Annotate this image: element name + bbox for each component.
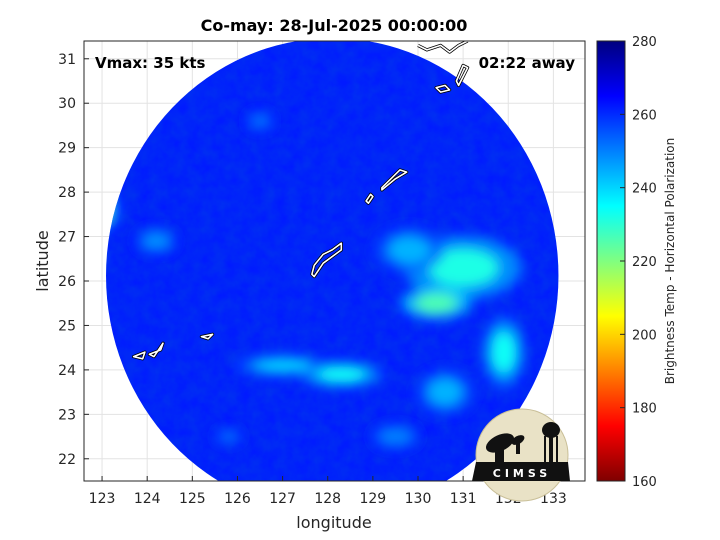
- cloud-feature: [427, 377, 464, 407]
- coastline-miyako: [200, 333, 214, 340]
- y-tick-label: 30: [58, 96, 76, 112]
- colorbar: 160 180 200 220 240 260 280 Brightness Temp - …: [596, 35, 677, 490]
- y-tick-label: 26: [58, 274, 76, 290]
- cloud-feature: [249, 113, 271, 129]
- cloud-feature: [141, 232, 171, 250]
- x-tick-label: 123: [89, 491, 116, 507]
- cloud-feature: [377, 427, 414, 446]
- colorbar-tick-label: 180: [632, 402, 657, 417]
- coastline-ishigaki: [148, 342, 164, 358]
- x-tick-label: 128: [314, 491, 341, 507]
- y-tick-label: 23: [58, 407, 76, 423]
- cloud-feature: [491, 330, 517, 374]
- cloud-feature: [427, 248, 500, 288]
- coastline-iriomote: [132, 351, 146, 360]
- x-tick-label: 127: [269, 491, 296, 507]
- y-tick-label: 22: [58, 452, 76, 468]
- coastline-yakushima: [435, 84, 451, 93]
- colorbar-tick-label: 200: [632, 328, 657, 343]
- cloud-feature: [315, 366, 367, 383]
- y-axis-label: latitude: [33, 230, 52, 291]
- time-away-label: 02:22 away: [479, 54, 576, 72]
- chart-title: Co-may: 28-Jul-2025 00:00:00: [201, 16, 468, 35]
- colorbar-tick-label: 260: [632, 108, 657, 123]
- water-tower-icon: [542, 422, 560, 463]
- x-axis-label: longitude: [296, 513, 371, 532]
- colorbar-tick-label: 240: [632, 182, 657, 197]
- x-tick-label: 133: [540, 491, 567, 507]
- cloud-feature: [414, 293, 458, 314]
- y-tick-label: 31: [58, 52, 76, 68]
- colorbar-label: Brightness Temp - Horizontal Polarizatio…: [663, 138, 677, 385]
- colorbar-ticks: 160 180 200 220 240 260 280: [620, 35, 657, 490]
- radar-dish-icon: [485, 433, 525, 462]
- x-tick-label: 124: [134, 491, 161, 507]
- cimss-logo: CIMSS: [472, 408, 570, 502]
- x-tick-label: 126: [224, 491, 251, 507]
- cloud-feature: [217, 431, 240, 442]
- x-tick-label: 125: [179, 491, 206, 507]
- coastline-kyushu-tip: [417, 41, 468, 53]
- logo-text: CIMSS: [493, 467, 551, 480]
- cloud-feature: [387, 235, 431, 265]
- coastline-tokunoshima: [365, 193, 374, 204]
- coastline-okinawa: [311, 242, 343, 278]
- x-tick-label: 130: [405, 491, 432, 507]
- y-tick-label: 25: [58, 318, 76, 334]
- y-tick-label: 24: [58, 363, 76, 379]
- coastlines: [132, 41, 470, 361]
- coastline-tanegashima: [455, 64, 469, 87]
- y-tick-label: 28: [58, 185, 76, 201]
- y-tick-label: 27: [58, 230, 76, 246]
- cloud-feature: [253, 359, 312, 372]
- logo-ground: [472, 462, 570, 481]
- coastline-amami: [381, 169, 408, 191]
- x-tick-label: 131: [450, 491, 477, 507]
- colorbar-tick-label: 220: [632, 255, 657, 270]
- y-axis-ticks: 22 23 24 25 26 27 28 29 30 31: [58, 52, 89, 468]
- plot-area: 123124125126127128129130131132133 222324…: [58, 40, 586, 507]
- radar-disc: [106, 41, 559, 481]
- x-tick-label: 129: [359, 491, 386, 507]
- plot-border: [83, 40, 586, 482]
- vmax-label: Vmax: 35 kts: [95, 54, 205, 72]
- y-tick-label: 29: [58, 141, 76, 157]
- colorbar-tick-label: 160: [632, 475, 657, 490]
- colorbar-tick-label: 280: [632, 35, 657, 50]
